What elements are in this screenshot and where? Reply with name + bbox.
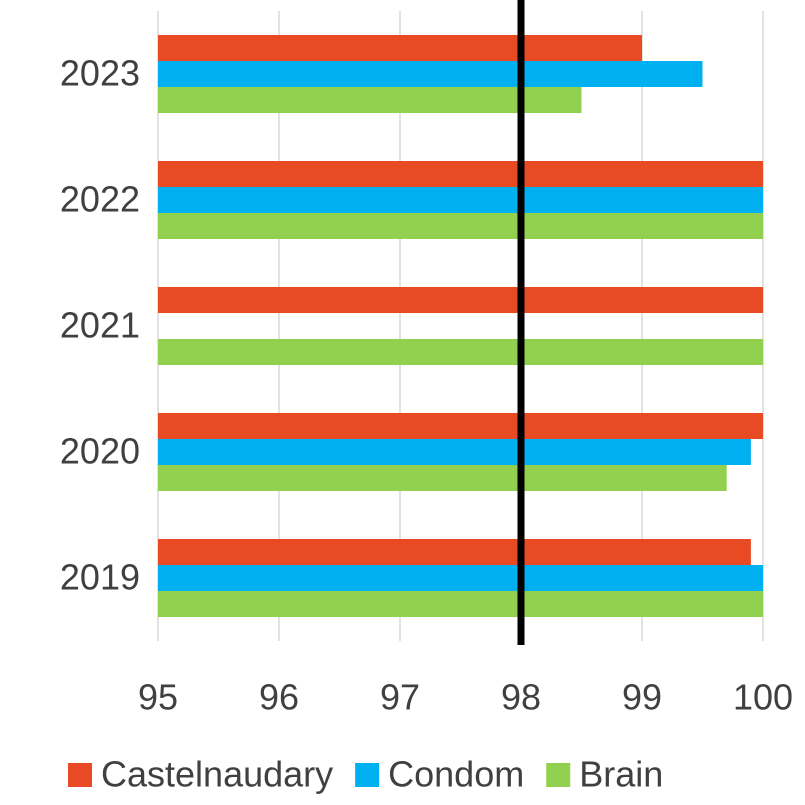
y-tick-label: 2019 <box>60 557 140 598</box>
legend-label: Condom <box>388 754 524 795</box>
legend-label: Castelnaudary <box>101 754 333 795</box>
x-tick-label: 96 <box>259 677 299 718</box>
bar <box>158 87 582 113</box>
bar <box>158 213 763 239</box>
x-tick-label: 97 <box>380 677 420 718</box>
bar <box>158 61 703 87</box>
bar <box>158 565 763 591</box>
legend-swatch <box>546 763 571 787</box>
bar <box>158 287 763 313</box>
bar <box>158 539 751 565</box>
bar <box>158 439 751 465</box>
x-tick-label: 95 <box>138 677 178 718</box>
y-tick-label: 2022 <box>60 179 140 220</box>
bar <box>158 339 763 365</box>
bar <box>158 35 642 61</box>
bar <box>158 161 763 187</box>
x-tick-label: 100 <box>733 677 793 718</box>
x-tick-label: 98 <box>501 677 541 718</box>
bar <box>158 413 763 439</box>
y-tick-label: 2020 <box>60 431 140 472</box>
x-tick-label: 99 <box>622 677 662 718</box>
legend-swatch <box>68 763 92 787</box>
y-tick-label: 2023 <box>60 53 140 94</box>
legend-label: Brain <box>579 754 663 795</box>
legend-swatch <box>355 763 380 787</box>
bar <box>158 591 763 617</box>
y-tick-label: 2021 <box>60 305 140 346</box>
bar <box>158 465 727 491</box>
bar <box>158 187 763 213</box>
